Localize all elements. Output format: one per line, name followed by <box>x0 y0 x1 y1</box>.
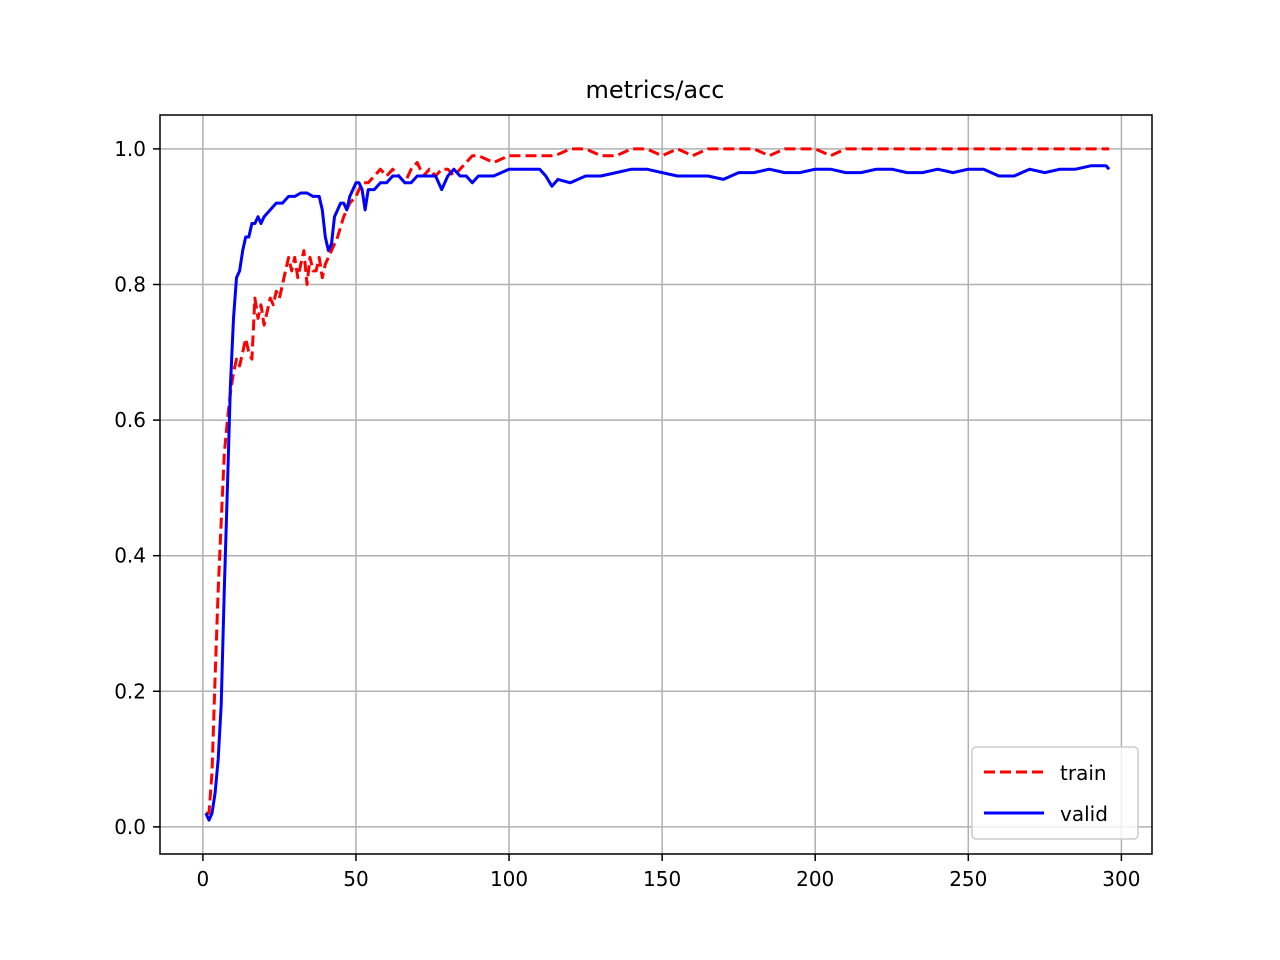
y-tick-label: 0.8 <box>114 272 146 296</box>
x-tick-label: 200 <box>796 867 834 891</box>
y-tick-label: 1.0 <box>114 137 146 161</box>
y-axis: 0.0 0.2 0.4 0.6 0.8 1.0 <box>114 137 160 839</box>
series-lines <box>204 147 1111 822</box>
legend-box <box>971 746 1139 840</box>
x-tick-label: 300 <box>1102 867 1140 891</box>
series-line-valid <box>204 164 1111 822</box>
legend-label-train: train <box>1060 761 1107 785</box>
plot-frame <box>159 114 1153 855</box>
y-tick-label: 0.4 <box>114 544 146 568</box>
series-line-train <box>205 147 1110 815</box>
y-tick-label: 0.2 <box>114 679 146 703</box>
x-tick-label: 0 <box>196 867 209 891</box>
x-tick-label: 250 <box>949 867 987 891</box>
x-tick-label: 150 <box>643 867 681 891</box>
y-tick-label: 0.0 <box>114 815 146 839</box>
legend: train valid <box>971 746 1139 840</box>
y-tick-label: 0.6 <box>114 408 146 432</box>
legend-label-valid: valid <box>1060 802 1108 826</box>
x-tick-label: 50 <box>343 867 368 891</box>
x-tick-label: 100 <box>490 867 528 891</box>
chart-title: metrics/acc <box>586 76 725 104</box>
grid <box>160 115 1152 854</box>
x-axis: 0 50 100 150 200 250 300 <box>196 854 1140 891</box>
